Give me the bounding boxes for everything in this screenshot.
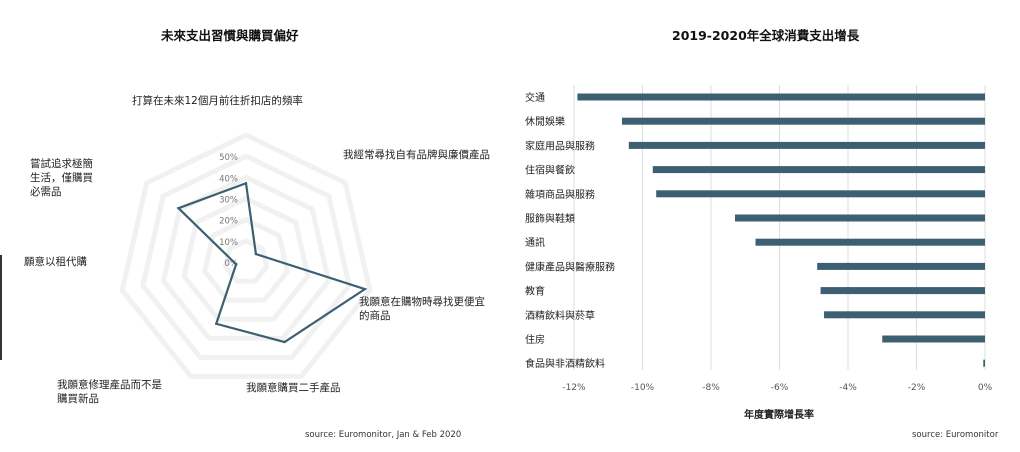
radar-axis-label: 我願意購買二手產品 — [246, 381, 341, 394]
bar-category-label: 住房 — [525, 333, 545, 346]
radar-data-point — [215, 322, 218, 325]
bar-rect — [652, 166, 985, 174]
bar-rect — [621, 117, 985, 125]
bar-xtick-label: 0% — [978, 383, 993, 393]
bar-category-label: 教育 — [525, 285, 545, 298]
radar-axis-label: 打算在未來12個月前往折扣店的頻率 — [132, 94, 303, 107]
radar-series-line — [176, 181, 368, 344]
radar-axis-label: 我願意在購物時尋找更便宜的商品 — [359, 295, 485, 322]
radar-axis-label: 我經常尋找自有品牌與廉價產品 — [343, 148, 490, 161]
bar-xtick-label: -12% — [562, 383, 586, 393]
radar-chart-title: 未來支出習慣與購買偏好 — [161, 28, 299, 43]
radar-tick-label: 10% — [219, 238, 238, 248]
bar-rect — [755, 238, 985, 246]
radar-axis-label: 願意以租代購 — [24, 255, 87, 268]
bar-xtick-label: -6% — [771, 383, 789, 393]
bar-category-label: 休閒娛樂 — [525, 115, 565, 128]
bar-xtick-label: -2% — [908, 383, 926, 393]
bar-category-label: 雜項商品與服務 — [525, 188, 595, 201]
radar-grid-ring — [222, 238, 270, 284]
bar-rect — [820, 287, 985, 295]
radar-tick-label: 0% — [225, 259, 239, 269]
bar-xtick-label: -4% — [839, 383, 857, 393]
radar-grid-ring — [140, 153, 352, 360]
bar-rect — [734, 214, 985, 222]
radar-data-point — [234, 263, 238, 266]
bar-chart-title: 2019-2020年全球消費支出增長 — [672, 28, 860, 43]
radar-source-note: source: Euromonitor, Jan & Feb 2020 — [305, 430, 462, 440]
radar-grid-ring — [119, 132, 373, 379]
bar-category-label: 酒精飲料與菸草 — [525, 309, 595, 322]
radar-tick-label: 50% — [219, 153, 238, 163]
radar-tick-label: 40% — [219, 174, 238, 184]
left-edge-mark — [0, 255, 2, 360]
radar-grid-ring — [160, 174, 332, 341]
bar-rect — [817, 262, 985, 270]
radar-grid-ring — [181, 196, 311, 322]
bar-category-label: 通訊 — [525, 236, 545, 249]
bar-rect — [824, 311, 985, 319]
bar-category-label: 家庭用品與服務 — [525, 139, 595, 152]
radar-data-point — [283, 340, 286, 344]
bar-rect — [656, 190, 985, 198]
radar-data-point — [177, 206, 180, 210]
radar-axis-label: 嘗試追求極簡生活，僅購買必需品 — [30, 157, 93, 198]
bar-category-label: 服飾與鞋類 — [525, 212, 575, 225]
bar-rect — [577, 93, 985, 101]
radar-tick-label: 20% — [219, 217, 238, 227]
bar-source-note: source: Euromonitor — [912, 430, 999, 440]
bar-category-label: 住宿與餐飲 — [525, 164, 575, 177]
bar-rect — [882, 335, 985, 343]
bar-xaxis-label: 年度實際增長率 — [744, 408, 814, 421]
bar-category-label: 食品與非酒精飲料 — [525, 357, 605, 370]
bar-category-label: 健康產品與醫療服務 — [525, 260, 615, 273]
bar-rect — [628, 141, 985, 149]
radar-data-point — [244, 182, 248, 185]
bar-category-label: 交通 — [525, 91, 545, 104]
bar-xtick-label: -10% — [631, 383, 655, 393]
bar-xtick-label: -8% — [702, 383, 720, 393]
radar-tick-label: 30% — [219, 196, 238, 206]
radar-data-point — [254, 252, 258, 256]
radar-axis-label: 我願意修理產品而不是購買新品 — [57, 378, 162, 405]
radar-data-point — [363, 287, 367, 291]
bar-rect — [983, 359, 985, 367]
